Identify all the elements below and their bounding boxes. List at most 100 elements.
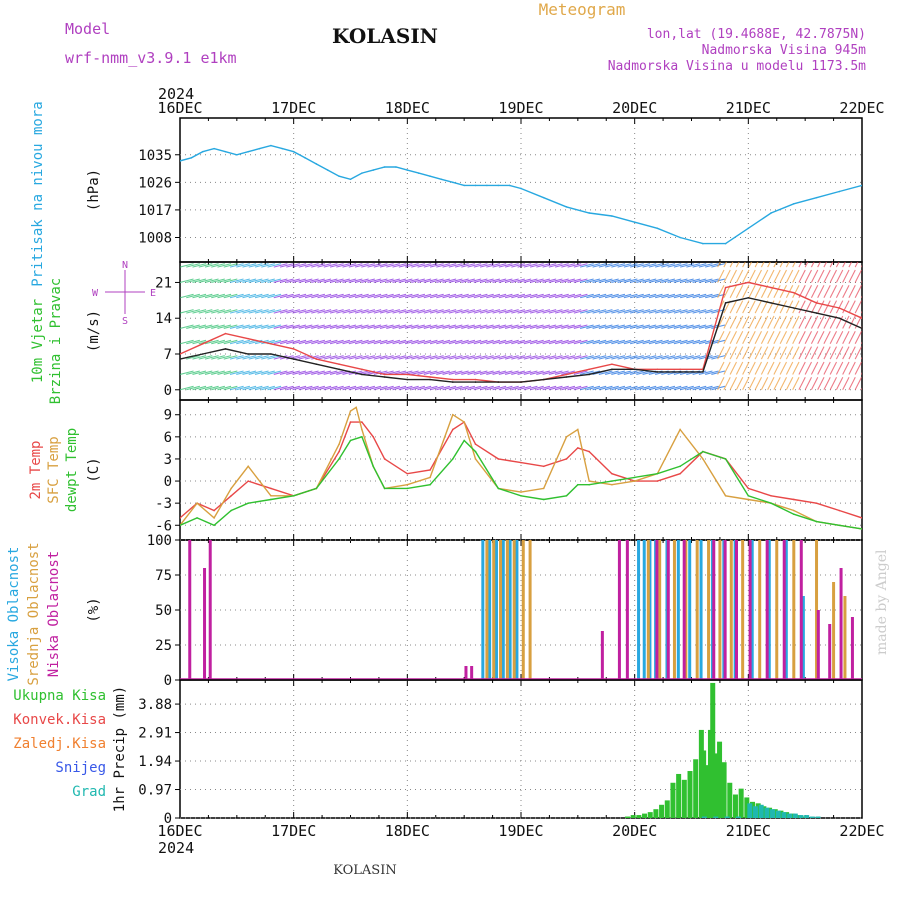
wind-data-point	[201, 353, 204, 355]
wind-barb	[279, 324, 294, 329]
clouds-bar	[499, 540, 503, 680]
wind-barb	[686, 278, 701, 283]
temperature-data-point	[520, 491, 522, 493]
wind-barb	[398, 263, 413, 268]
y-tick-label: -6	[155, 518, 172, 534]
wind-barb	[398, 385, 413, 391]
clouds-bar	[792, 540, 796, 680]
temperature-data-point	[213, 517, 215, 519]
wind-barb	[511, 293, 526, 299]
precipitation-bar	[778, 810, 784, 818]
wind-barb	[611, 385, 626, 391]
wind-barb	[835, 331, 844, 345]
wind-barb	[436, 293, 451, 299]
wind-barb	[760, 377, 769, 391]
wind-barb	[654, 324, 669, 329]
wind-barb	[611, 355, 626, 360]
wind-barb	[586, 324, 601, 329]
wind-barb	[186, 339, 200, 345]
wind-barb	[361, 339, 375, 345]
wind-barb	[561, 293, 576, 299]
wind-barb	[705, 339, 719, 345]
wind-barb	[842, 361, 850, 375]
wind-barb	[529, 278, 544, 283]
temperature-data-point	[542, 487, 545, 490]
temperature-data-point	[702, 458, 704, 460]
wind-barb	[792, 300, 800, 314]
wind-barb	[311, 339, 325, 345]
wind-barb	[511, 309, 526, 314]
wind-barb	[448, 278, 463, 283]
precipitation-bar	[747, 803, 753, 818]
wind-barb	[404, 278, 419, 283]
wind-barb	[429, 324, 444, 329]
wind-barb	[236, 309, 250, 314]
temperature-data-point	[180, 517, 181, 519]
pressure-data-point	[474, 184, 477, 187]
wind-barb	[654, 263, 669, 268]
wind-barb	[723, 315, 731, 329]
wind-barb	[829, 361, 838, 375]
wind-barb	[623, 293, 638, 299]
pressure-data-point	[383, 166, 386, 168]
precipitation-bar	[735, 816, 741, 818]
wind-barb	[754, 331, 762, 345]
precipitation-bar	[784, 812, 790, 818]
wind-barb	[236, 278, 250, 283]
wind-barb	[198, 370, 213, 375]
wind-barb	[286, 309, 300, 314]
wind-barb	[667, 339, 682, 345]
wind-barb	[242, 293, 257, 299]
wind-barb	[623, 370, 638, 375]
wind-barb	[611, 309, 626, 314]
wind-barb	[848, 361, 856, 375]
wind-barb	[373, 309, 388, 314]
clouds-bar	[208, 540, 212, 680]
wind-barb	[686, 324, 701, 329]
time-label-bottom: 20DEC	[612, 822, 657, 840]
wind-barb	[667, 293, 682, 299]
wind-data-point	[224, 348, 227, 350]
wind-barb	[692, 293, 707, 299]
wind-barb	[217, 324, 232, 329]
wind-barb	[242, 370, 257, 375]
wind-barb	[817, 315, 825, 329]
wind-barb	[754, 269, 762, 283]
wind-barb	[467, 370, 482, 375]
temperature-data-point	[474, 443, 477, 446]
wind-barb	[223, 293, 238, 299]
compass-west-label: W	[92, 288, 99, 299]
wind-barb	[767, 269, 775, 283]
wind-barb	[542, 309, 557, 314]
temperature-data-point	[338, 458, 340, 460]
wind-barb	[835, 377, 844, 391]
temperature-data-point	[474, 458, 477, 460]
precipitation-plot-area	[624, 682, 821, 818]
wind-barb	[529, 309, 544, 314]
wind-barb	[760, 300, 769, 314]
wind-barb	[810, 315, 819, 329]
wind-barb	[554, 309, 569, 314]
station-title: KOLASIN	[332, 24, 438, 48]
precipitation-bar	[764, 807, 770, 818]
wind-barb	[211, 355, 225, 360]
wind-barb	[661, 355, 676, 360]
wind-barb	[661, 309, 676, 314]
wind-barb	[661, 278, 676, 283]
wind-barb	[529, 385, 544, 391]
wind-data-point	[702, 371, 704, 373]
wind-barb	[779, 315, 788, 329]
wind-barb	[548, 355, 563, 360]
wind-barb	[848, 315, 856, 329]
wind-barb	[554, 293, 569, 299]
year-bottom-label: 2024	[158, 839, 194, 857]
wind-barb	[386, 293, 401, 299]
wind-barb	[311, 278, 325, 283]
clouds-bar	[832, 582, 836, 680]
wind-barb	[735, 285, 744, 299]
precipitation-bar	[798, 815, 804, 818]
precipitation-bar	[624, 816, 630, 818]
wind-barb	[792, 361, 800, 375]
wind-barb	[661, 293, 676, 299]
clouds-side-label: Srednja Oblacnost	[26, 542, 42, 685]
